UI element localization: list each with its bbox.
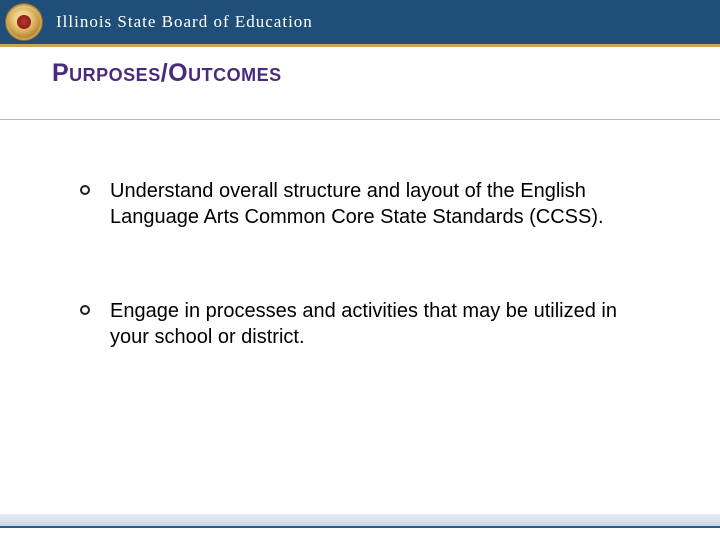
slide-content: Understand overall structure and layout … — [80, 178, 650, 350]
slide-footer — [0, 510, 720, 540]
bullet-marker-icon — [80, 185, 90, 195]
title-divider — [0, 119, 720, 120]
header-accent-line — [0, 44, 720, 47]
slide-title: Purposes/Outcomes — [52, 59, 720, 88]
header-org-name: Illinois State Board of Education — [56, 12, 313, 32]
state-seal-icon — [6, 4, 42, 40]
bullet-text: Understand overall structure and layout … — [110, 178, 650, 230]
bullet-text: Engage in processes and activities that … — [110, 298, 650, 350]
bullet-item: Understand overall structure and layout … — [80, 178, 650, 230]
footer-line — [0, 526, 720, 528]
header-bar: Illinois State Board of Education — [0, 0, 720, 44]
bullet-marker-icon — [80, 305, 90, 315]
footer-band — [0, 514, 720, 526]
bullet-item: Engage in processes and activities that … — [80, 298, 650, 350]
